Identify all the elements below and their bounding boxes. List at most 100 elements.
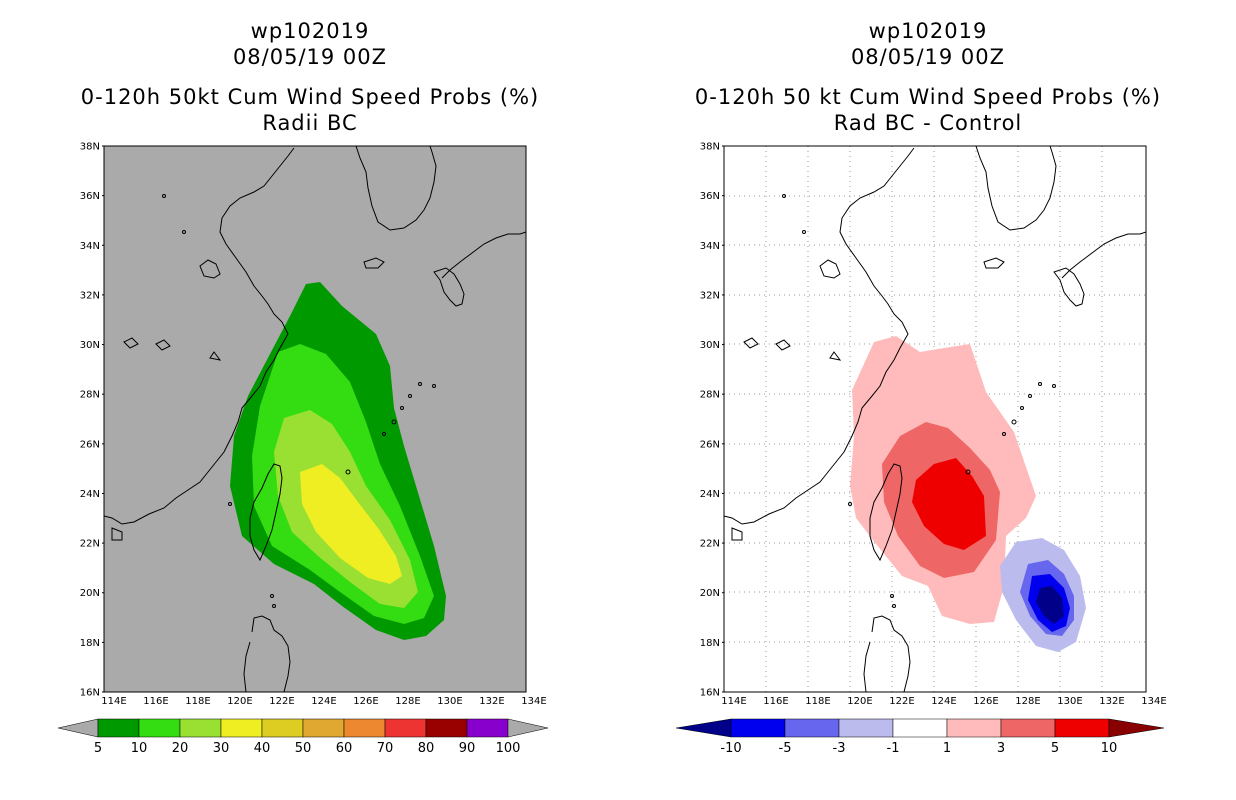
right-title-product: 0-120h 50 kt Cum Wind Speed Probs (%) bbox=[694, 85, 1162, 109]
lon-tick-label: 122E bbox=[889, 696, 914, 707]
colorbar-label: 5 bbox=[1051, 741, 1059, 756]
colorbar-label: 40 bbox=[254, 741, 271, 756]
colorbar-swatch bbox=[343, 718, 386, 738]
lon-tick-label: 126E bbox=[973, 696, 998, 707]
colorbar-swatch bbox=[892, 718, 948, 738]
right-colorbar: -10 -5 -3 -1 1 3 5 10 bbox=[675, 718, 1165, 756]
diff-negative-10 bbox=[1036, 586, 1064, 624]
right-title-storm: wp102019 bbox=[868, 19, 988, 43]
lon-tick-label: 128E bbox=[395, 696, 420, 707]
left-title: wp102019 08/05/19 00Z 0-120h 50kt Cum Wi… bbox=[0, 18, 620, 136]
colorbar-label: 10 bbox=[131, 741, 148, 756]
colorbar-label: -5 bbox=[779, 741, 792, 756]
lat-tick-label: 34N bbox=[700, 241, 720, 252]
right-title-subtitle: Rad BC - Control bbox=[833, 111, 1023, 135]
colorbar-swatch bbox=[261, 718, 304, 738]
lon-tick-label: 118E bbox=[185, 696, 210, 707]
contour-30pct bbox=[300, 464, 402, 584]
lon-tick-label: 132E bbox=[1099, 696, 1124, 707]
colorbar-swatch bbox=[138, 718, 181, 738]
lon-tick-label: 116E bbox=[763, 696, 788, 707]
colorbar-swatch bbox=[384, 718, 427, 738]
lat-tick-label: 26N bbox=[80, 439, 100, 450]
colorbar-low-arrow bbox=[675, 718, 732, 738]
colorbar-swatch bbox=[730, 718, 786, 738]
axis-labels: 38N36N34N32N30N28N26N24N22N20N18N16N114E… bbox=[80, 142, 1167, 708]
lat-tick-label: 18N bbox=[80, 638, 100, 649]
lon-tick-label: 114E bbox=[721, 696, 746, 707]
lat-tick-label: 28N bbox=[700, 390, 720, 401]
lat-tick-label: 36N bbox=[80, 191, 100, 202]
colorbar-label: 5 bbox=[94, 741, 102, 756]
lon-tick-label: 134E bbox=[521, 696, 546, 707]
left-map bbox=[103, 145, 527, 693]
left-probability-contours bbox=[230, 282, 446, 640]
lat-tick-label: 22N bbox=[80, 539, 100, 550]
lat-tick-label: 24N bbox=[700, 489, 720, 500]
colorbar-swatch bbox=[179, 718, 222, 738]
lat-tick-label: 38N bbox=[80, 142, 100, 153]
lat-tick-label: 34N bbox=[80, 241, 100, 252]
lat-tick-label: 22N bbox=[700, 539, 720, 550]
left-title-date: 08/05/19 00Z bbox=[232, 45, 388, 69]
diff-positive-5 bbox=[912, 458, 986, 550]
right-difference-contours bbox=[850, 336, 1086, 652]
colorbar-label: 1 bbox=[943, 741, 951, 756]
right-map bbox=[723, 145, 1147, 693]
colorbar-label: -3 bbox=[833, 741, 846, 756]
colorbar-label: 60 bbox=[336, 741, 353, 756]
colorbar-high-arrow bbox=[1108, 718, 1165, 738]
colorbar-swatch bbox=[220, 718, 263, 738]
colorbar-swatch bbox=[302, 718, 345, 738]
colorbar-swatch bbox=[466, 718, 509, 738]
colorbar-swatch bbox=[1054, 718, 1110, 738]
lon-tick-label: 128E bbox=[1015, 696, 1040, 707]
colorbar-label: 80 bbox=[418, 741, 435, 756]
colorbar-label: 50 bbox=[295, 741, 312, 756]
colorbar-low-arrow bbox=[57, 718, 99, 738]
lon-tick-label: 116E bbox=[143, 696, 168, 707]
lat-tick-label: 24N bbox=[80, 489, 100, 500]
lat-tick-label: 16N bbox=[700, 688, 720, 699]
colorbar-swatch bbox=[1000, 718, 1056, 738]
lon-tick-label: 124E bbox=[931, 696, 956, 707]
left-title-product: 0-120h 50kt Cum Wind Speed Probs (%) bbox=[80, 85, 540, 109]
colorbar-label: 10 bbox=[1101, 741, 1118, 756]
lat-tick-label: 38N bbox=[700, 142, 720, 153]
colorbar-label: 100 bbox=[496, 741, 521, 756]
right-title: wp102019 08/05/19 00Z 0-120h 50 kt Cum W… bbox=[618, 18, 1236, 136]
colorbar-label: -10 bbox=[720, 741, 741, 756]
lon-tick-label: 118E bbox=[805, 696, 830, 707]
left-colorbar: 5 10 20 30 40 50 60 70 80 90 100 bbox=[57, 718, 549, 756]
colorbar-label: 30 bbox=[213, 741, 230, 756]
lat-tick-label: 36N bbox=[700, 191, 720, 202]
colorbar-label: 3 bbox=[997, 741, 1005, 756]
colorbar-label: 90 bbox=[459, 741, 476, 756]
lon-tick-label: 132E bbox=[479, 696, 504, 707]
left-title-subtitle: Radii BC bbox=[262, 111, 358, 135]
lat-tick-label: 30N bbox=[80, 340, 100, 351]
colorbar-swatch bbox=[946, 718, 1002, 738]
lat-tick-label: 20N bbox=[80, 588, 100, 599]
lon-tick-label: 126E bbox=[353, 696, 378, 707]
lat-tick-label: 16N bbox=[80, 688, 100, 699]
lat-tick-label: 18N bbox=[700, 638, 720, 649]
colorbar-high-arrow bbox=[507, 718, 549, 738]
colorbar-swatch bbox=[425, 718, 468, 738]
lat-tick-label: 20N bbox=[700, 588, 720, 599]
lat-tick-label: 30N bbox=[700, 340, 720, 351]
colorbar-label: -1 bbox=[887, 741, 900, 756]
lon-tick-label: 130E bbox=[1057, 696, 1082, 707]
lat-tick-label: 32N bbox=[700, 290, 720, 301]
lon-tick-label: 120E bbox=[227, 696, 252, 707]
lat-tick-label: 28N bbox=[80, 390, 100, 401]
colorbar-label: 20 bbox=[172, 741, 189, 756]
lon-tick-label: 120E bbox=[847, 696, 872, 707]
right-title-date: 08/05/19 00Z bbox=[850, 45, 1006, 69]
lat-tick-label: 32N bbox=[80, 290, 100, 301]
lon-tick-label: 130E bbox=[437, 696, 462, 707]
lon-tick-label: 134E bbox=[1141, 696, 1166, 707]
colorbar-swatch bbox=[784, 718, 840, 738]
lat-tick-label: 26N bbox=[700, 439, 720, 450]
